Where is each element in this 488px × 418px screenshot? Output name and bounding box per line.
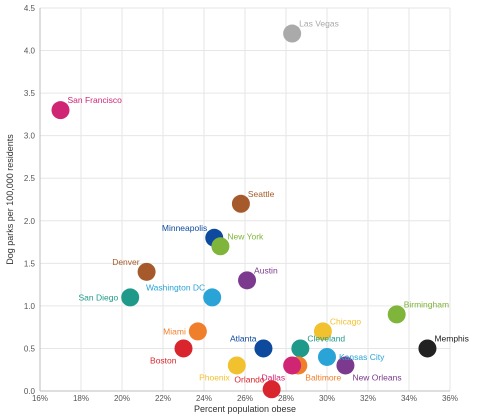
point-label: Kansas City xyxy=(339,352,385,362)
point-label: Las Vegas xyxy=(299,19,339,29)
point-label: New York xyxy=(227,231,264,241)
data-point xyxy=(291,339,310,358)
y-tick-label: 3.0 xyxy=(24,132,36,141)
x-tick-label: 18% xyxy=(73,394,89,403)
point-label: New Orleans xyxy=(352,372,401,382)
data-point xyxy=(174,339,193,358)
y-tick-label: 1.0 xyxy=(24,302,36,311)
point-label: Austin xyxy=(254,265,278,275)
data-point xyxy=(387,305,406,324)
point-label: Atlanta xyxy=(230,333,257,343)
data-point xyxy=(188,322,207,341)
data-point xyxy=(227,356,246,375)
x-tick-label: 16% xyxy=(32,394,48,403)
point-label: Cleveland xyxy=(307,333,345,343)
data-point xyxy=(262,380,281,399)
data-point xyxy=(313,322,332,341)
y-tick-label: 4.0 xyxy=(24,47,36,56)
y-tick-label: 4.5 xyxy=(24,4,36,13)
x-tick-label: 20% xyxy=(114,394,130,403)
point-label: Orlando xyxy=(234,374,265,384)
x-tick-label: 22% xyxy=(155,394,171,403)
point-label: Seattle xyxy=(248,189,275,199)
x-tick-label: 24% xyxy=(196,394,212,403)
y-tick-label: 2.5 xyxy=(24,174,36,183)
data-point xyxy=(137,262,156,281)
data-point xyxy=(231,194,250,213)
axes xyxy=(39,8,450,392)
data-point xyxy=(336,356,355,375)
tick-labels: 0.0 0.5 1.0 1.5 2.0 2.5 3.0 3.5 4.0 4.5 16% 18% 20% 2… xyxy=(24,4,458,403)
point-label: Chicago xyxy=(330,316,361,326)
y-tick-label: 0.5 xyxy=(24,344,36,353)
x-tick-label: 32% xyxy=(360,394,376,403)
data-point xyxy=(121,288,140,307)
point-label: Memphis xyxy=(434,333,468,343)
point-label: Denver xyxy=(112,257,140,267)
data-points xyxy=(51,24,437,399)
data-point xyxy=(318,347,336,366)
point-label: Birmingham xyxy=(404,299,449,309)
point-label: San Diego xyxy=(78,292,118,302)
point-label: San Francisco xyxy=(68,95,123,105)
data-point xyxy=(211,237,230,256)
point-labels: Las Vegas San Francisco Seattle Minneapolis… xyxy=(68,19,469,385)
data-point xyxy=(203,288,222,307)
x-tick-label: 30% xyxy=(319,394,335,403)
y-tick-label: 2.0 xyxy=(24,217,36,226)
y-tick-label: 0.0 xyxy=(24,387,36,396)
y-tick-label: 3.5 xyxy=(24,89,36,98)
data-point xyxy=(283,24,302,43)
data-point xyxy=(238,271,257,290)
x-tick-label: 28% xyxy=(278,394,294,403)
point-label: Miami xyxy=(163,326,186,336)
x-tick-label: 34% xyxy=(401,394,417,403)
point-label: Minneapolis xyxy=(162,223,207,233)
point-label: Baltimore xyxy=(305,372,341,382)
x-axis-label: Percent population obese xyxy=(194,404,296,414)
data-point xyxy=(51,101,70,120)
point-label: Washington DC xyxy=(146,282,205,292)
data-point xyxy=(418,339,437,358)
data-point xyxy=(254,339,273,358)
y-axis-label: Dog parks per 100,000 residents xyxy=(5,134,15,265)
x-tick-label: 36% xyxy=(442,394,458,403)
y-tick-label: 1.5 xyxy=(24,259,36,268)
point-label: Phoenix xyxy=(199,372,230,382)
point-label: Boston xyxy=(150,355,177,365)
point-label: Dallas xyxy=(262,372,286,382)
x-tick-label: 26% xyxy=(237,394,253,403)
data-point xyxy=(283,356,302,375)
